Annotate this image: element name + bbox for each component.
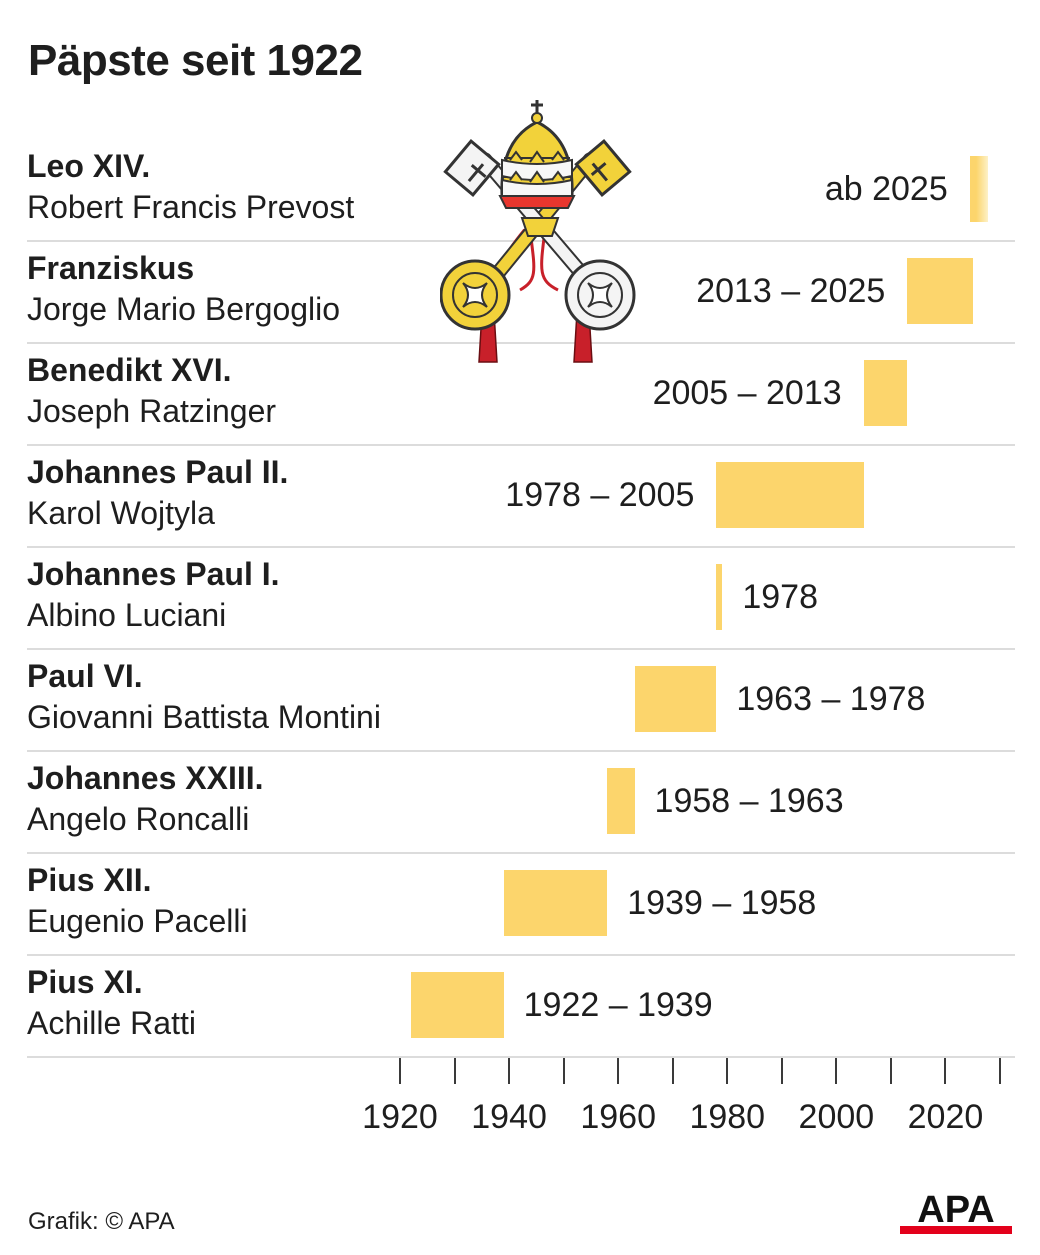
pope-name: Paul VI. bbox=[27, 658, 143, 694]
papal-emblem-keys-and-tiara-icon bbox=[440, 100, 636, 363]
axis-tick bbox=[780, 1058, 783, 1084]
pope-row: Pius XII. Eugenio Pacelli bbox=[27, 852, 1015, 956]
pontificate-bar bbox=[503, 870, 608, 936]
date-range-label: ab 2025 bbox=[824, 170, 948, 208]
civil-name: Eugenio Pacelli bbox=[27, 903, 248, 939]
civil-name: Achille Ratti bbox=[27, 1005, 196, 1041]
axis-tick-label: 1960 bbox=[580, 1098, 656, 1136]
pope-name: Johannes Paul II. bbox=[27, 454, 289, 490]
axis-tick bbox=[726, 1058, 729, 1084]
pope-name: Benedikt XVI. bbox=[27, 352, 232, 388]
date-range-label: 1958 – 1963 bbox=[654, 782, 844, 820]
civil-name: Albino Luciani bbox=[27, 597, 227, 633]
civil-name: Giovanni Battista Montini bbox=[27, 699, 381, 735]
pope-row: Johannes XXIII. Angelo Roncalli bbox=[27, 750, 1015, 854]
pontificate-bar bbox=[716, 564, 723, 630]
axis-tick bbox=[617, 1058, 620, 1084]
pope-row: Pius XI. Achille Ratti bbox=[27, 954, 1015, 1058]
pope-row: Franziskus Jorge Mario Bergoglio bbox=[27, 240, 1015, 344]
pope-name: Pius XI. bbox=[27, 964, 143, 1000]
svg-text:APA: APA bbox=[917, 1189, 994, 1231]
axis-tick-label: 1920 bbox=[362, 1098, 438, 1136]
chart-title: Päpste seit 1922 bbox=[28, 36, 363, 85]
civil-name: Karol Wojtyla bbox=[27, 495, 215, 531]
axis-tick bbox=[453, 1058, 456, 1084]
date-range-label: 1978 – 2005 bbox=[505, 476, 695, 514]
pope-row: Johannes Paul II. Karol Wojtyla bbox=[27, 444, 1015, 548]
axis-tick-label: 1940 bbox=[471, 1098, 547, 1136]
date-range-label: 2013 – 2025 bbox=[696, 272, 886, 310]
pope-row: Paul VI. Giovanni Battista Montini bbox=[27, 648, 1015, 752]
axis-tick-label: 2000 bbox=[798, 1098, 875, 1136]
pontificate-bar bbox=[634, 666, 717, 732]
date-range-label: 1978 bbox=[742, 578, 818, 616]
pope-name: Pius XII. bbox=[27, 862, 152, 898]
axis-tick bbox=[562, 1058, 565, 1084]
civil-name: Joseph Ratzinger bbox=[27, 393, 277, 429]
pontificate-bar bbox=[607, 768, 635, 834]
axis-tick bbox=[889, 1058, 892, 1084]
pontificate-bar bbox=[410, 972, 504, 1038]
civil-name: Jorge Mario Bergoglio bbox=[27, 291, 341, 327]
pope-row: Benedikt XVI. Joseph Ratzinger bbox=[27, 342, 1015, 446]
date-range-label: 2005 – 2013 bbox=[652, 374, 842, 412]
date-range-label: 1939 – 1958 bbox=[627, 884, 817, 922]
axis-tick bbox=[999, 1058, 1001, 1084]
pontificate-bar bbox=[907, 258, 973, 324]
axis-tick bbox=[944, 1058, 947, 1084]
axis-tick-label: 2020 bbox=[907, 1098, 984, 1136]
pope-name: Franziskus bbox=[27, 250, 195, 286]
apa-logo: APA bbox=[900, 1189, 1012, 1234]
axis-tick bbox=[508, 1058, 511, 1084]
pontificate-bar bbox=[863, 360, 908, 426]
axis-tick bbox=[671, 1058, 674, 1084]
pope-name: Johannes Paul I. bbox=[27, 556, 280, 592]
axis-tick bbox=[399, 1058, 401, 1084]
pope-row: Johannes Paul I. Albino Luciani bbox=[27, 546, 1015, 650]
axis-tick bbox=[835, 1058, 838, 1084]
civil-name: Robert Francis Prevost bbox=[27, 189, 355, 225]
date-range-label: 1963 – 1978 bbox=[736, 680, 926, 718]
civil-name: Angelo Roncalli bbox=[27, 801, 250, 837]
pontificate-bar bbox=[969, 156, 988, 222]
pope-name: Johannes XXIII. bbox=[27, 760, 264, 796]
pontificate-bar bbox=[716, 462, 864, 528]
credit-text: Grafik: © APA bbox=[28, 1208, 175, 1235]
pope-name: Leo XIV. bbox=[27, 148, 151, 184]
date-range-label: 1922 – 1939 bbox=[523, 986, 713, 1024]
axis-tick-label: 1980 bbox=[689, 1098, 766, 1136]
